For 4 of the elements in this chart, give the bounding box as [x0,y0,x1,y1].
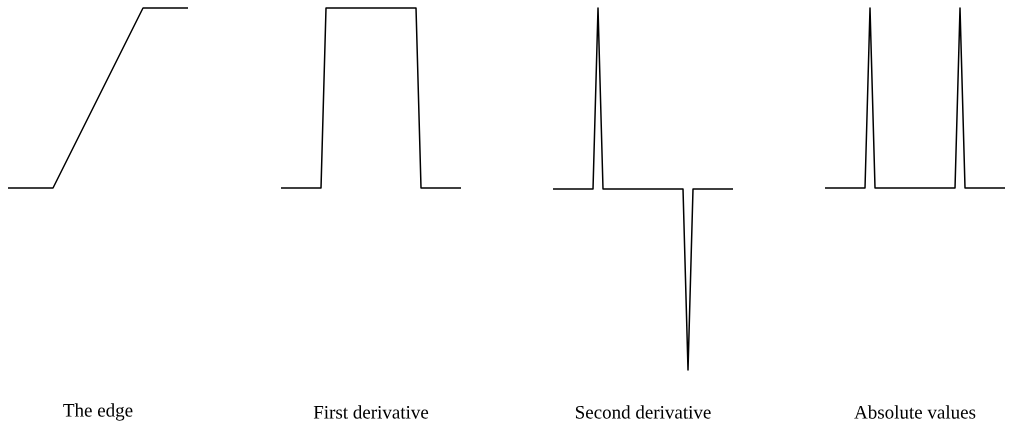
x-axis-title: Absolute values [854,405,976,419]
x-axis-title: Second derivative [575,405,711,419]
x-axis-title: The edge [63,403,133,421]
x-axis-title: First derivative [313,405,429,419]
